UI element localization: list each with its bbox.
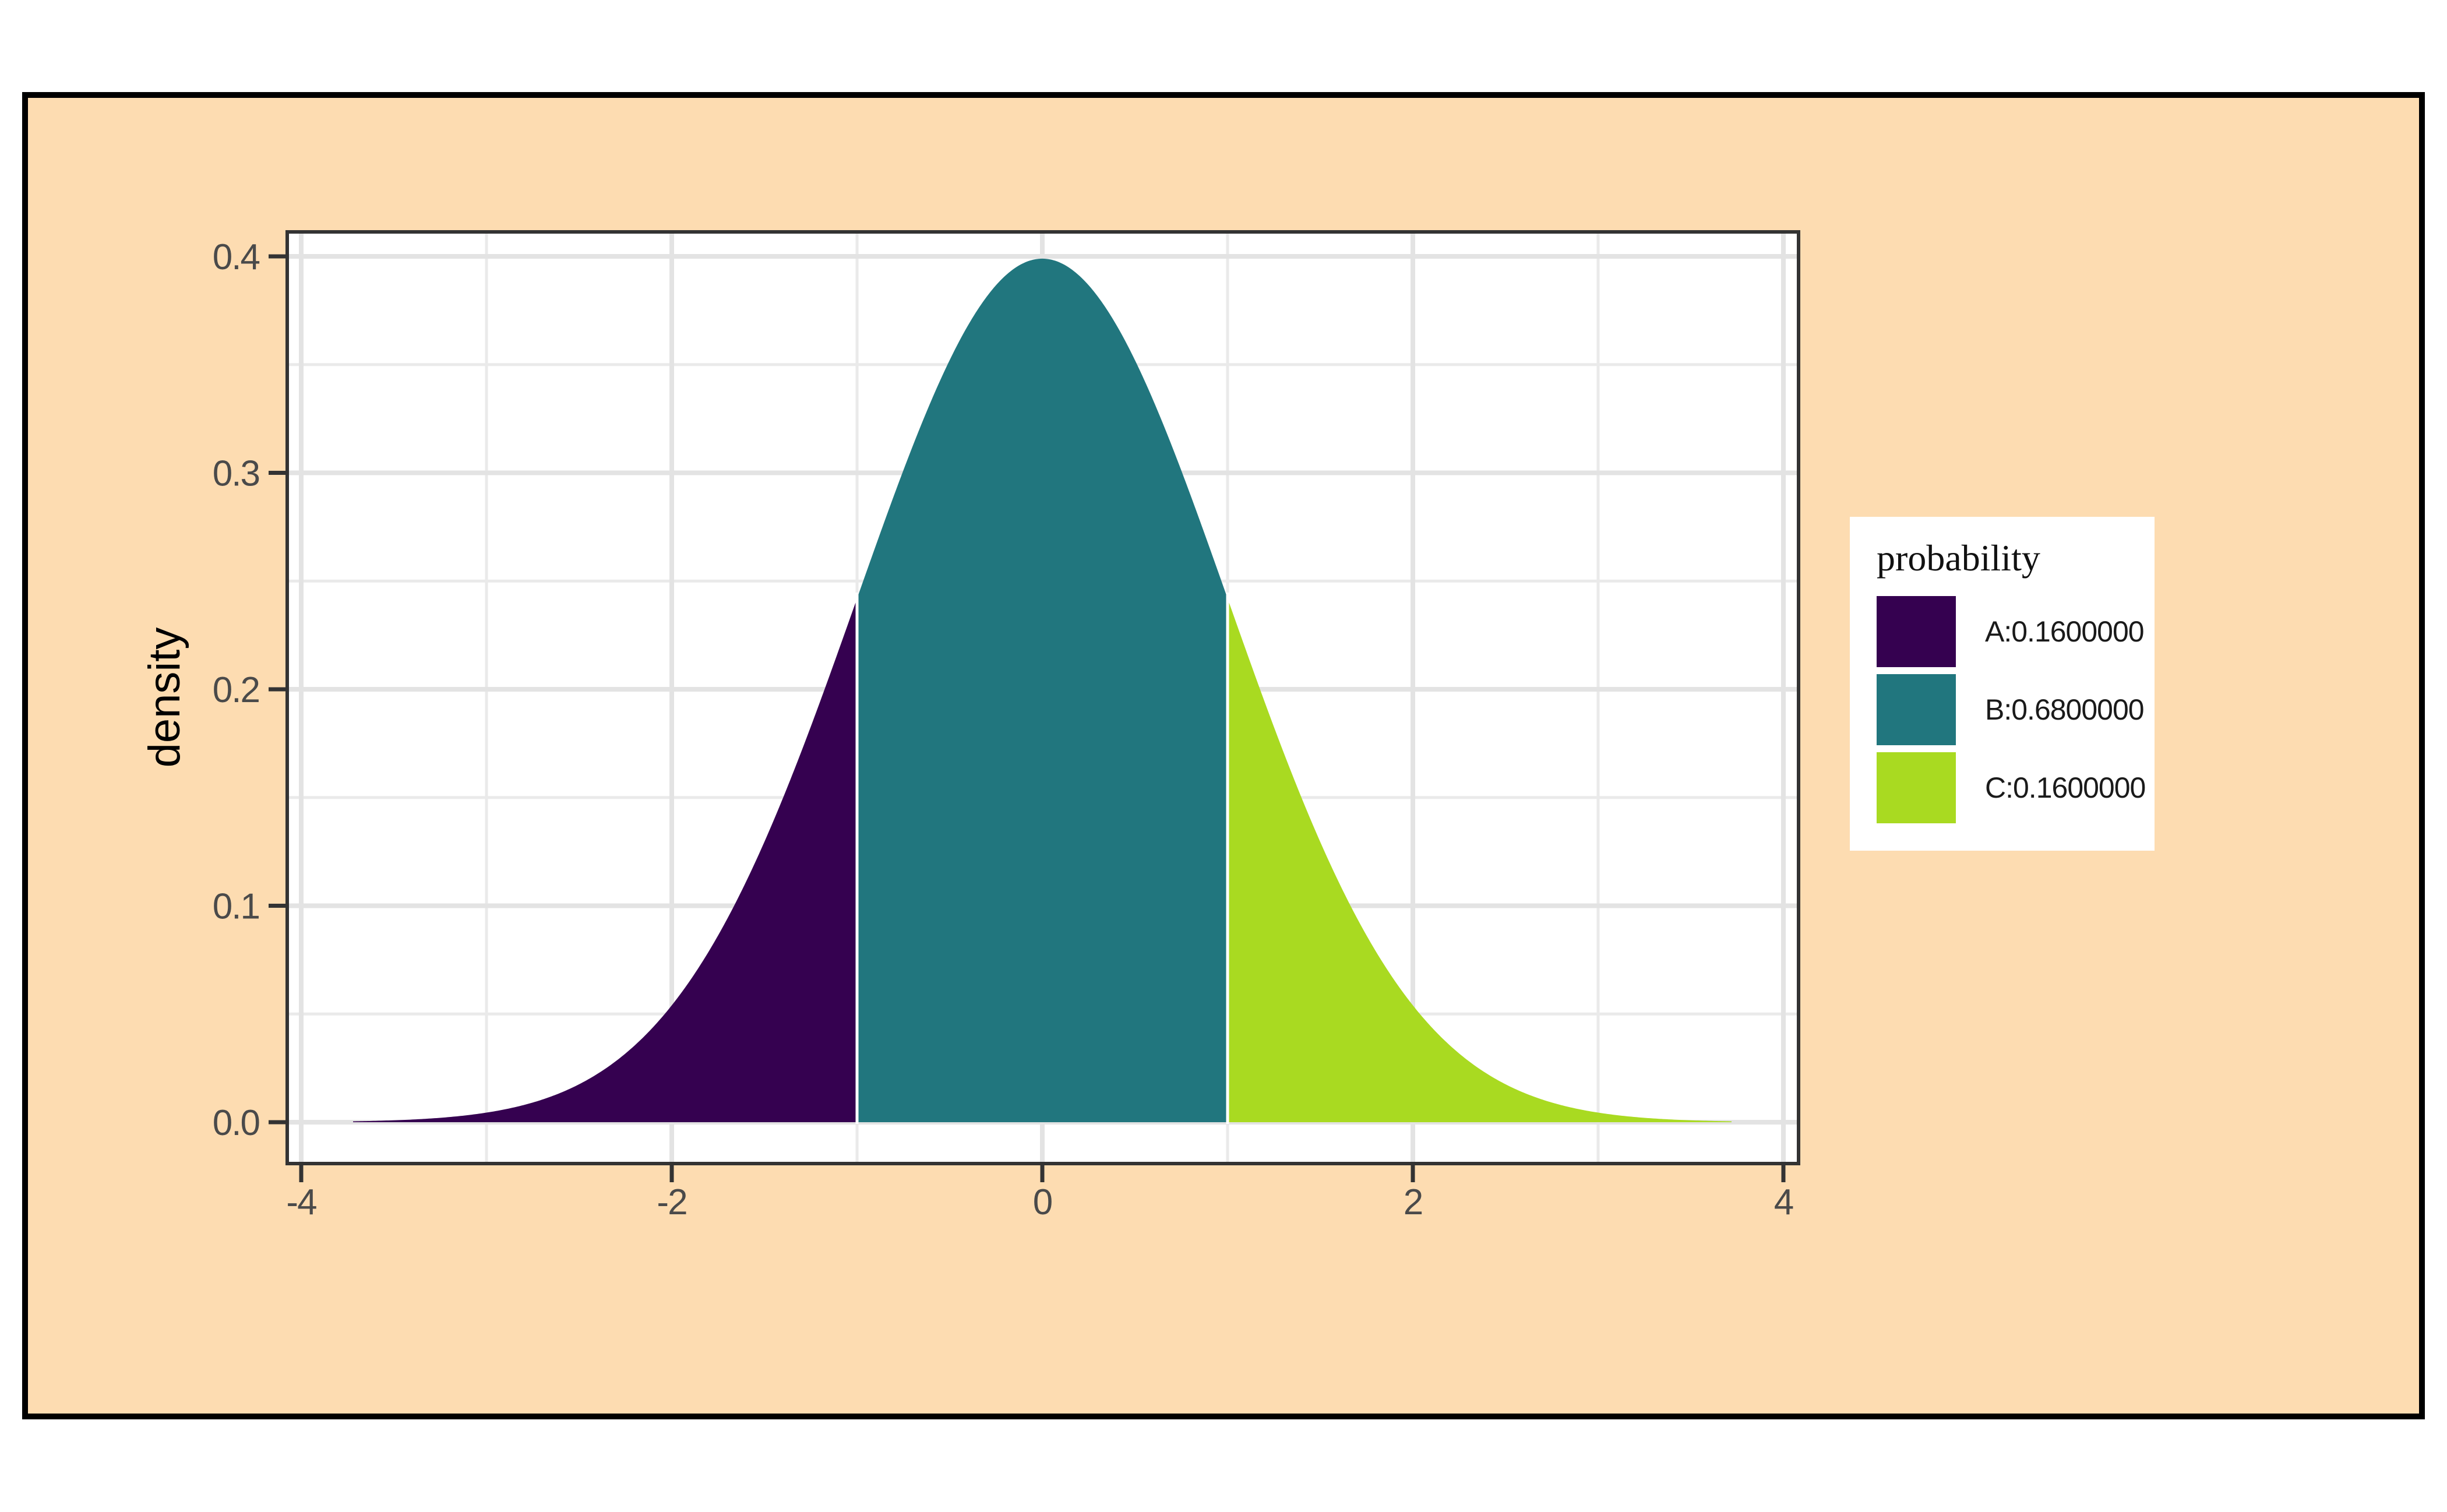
legend-key-swatch xyxy=(1877,674,1956,746)
legend: probability A:0.1600000 B:0.6800000 C:0.16… xyxy=(1850,517,2155,851)
region-separator xyxy=(855,593,859,1124)
y-tick-label: 0.2 xyxy=(213,670,259,710)
y-tick-label: 0.0 xyxy=(213,1103,260,1143)
legend-key-swatch xyxy=(1877,596,1956,668)
region-fill-a xyxy=(353,598,857,1122)
x-tick-label: -2 xyxy=(657,1182,686,1222)
density-regions xyxy=(353,258,1732,1122)
x-tick-label: 2 xyxy=(1404,1182,1422,1222)
y-axis: 0.0 0.1 0.2 0.3 0.4 xyxy=(213,237,287,1143)
region-separator xyxy=(1226,593,1229,1124)
legend-title: probability xyxy=(1877,537,2040,579)
legend-entry: C:0.1600000 xyxy=(1877,752,2155,824)
legend-entry-label: C:0.1600000 xyxy=(1985,771,2146,805)
region-fill-c xyxy=(1228,598,1732,1122)
x-axis: -4 -2 0 2 4 xyxy=(286,1164,1794,1222)
legend-entry-label: B:0.6800000 xyxy=(1985,693,2145,727)
y-tick-label: 0.1 xyxy=(213,887,259,927)
y-axis-title: density xyxy=(140,628,189,768)
legend-entry: B:0.6800000 xyxy=(1877,674,2155,746)
y-tick-label: 0.3 xyxy=(213,454,259,494)
x-tick-label: 4 xyxy=(1774,1182,1793,1222)
legend-key-swatch xyxy=(1877,752,1956,824)
region-fill-b xyxy=(857,258,1228,1122)
y-tick-label: 0.4 xyxy=(213,237,260,277)
x-tick-label: 0 xyxy=(1033,1182,1052,1222)
x-tick-label: -4 xyxy=(286,1182,316,1222)
legend-entry-label: A:0.1600000 xyxy=(1985,615,2145,648)
legend-entry: A:0.1600000 xyxy=(1877,596,2155,668)
legend-items: A:0.1600000 B:0.6800000 C:0.1600000 xyxy=(1850,596,2155,824)
region-separators xyxy=(855,593,1229,1124)
